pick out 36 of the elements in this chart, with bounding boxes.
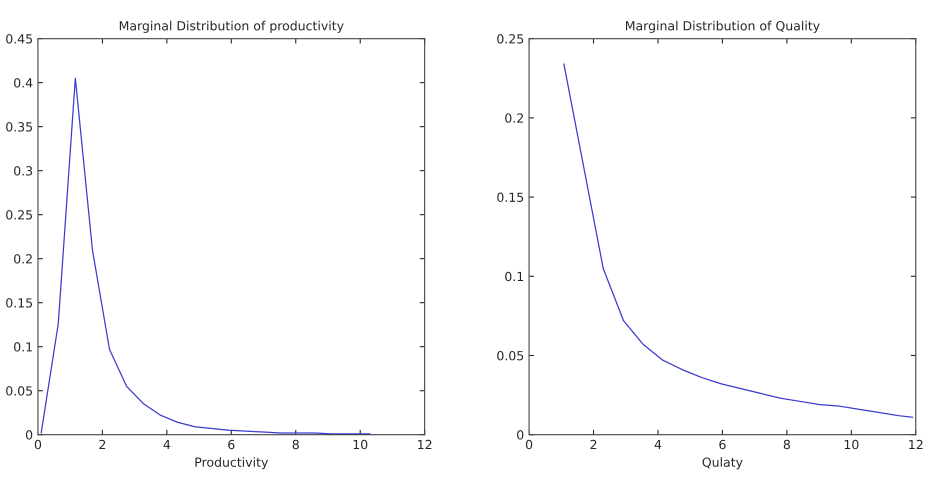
- y-tick-label: 0: [517, 430, 524, 440]
- line-series: [563, 63, 914, 418]
- x-tick-label: 12: [909, 440, 922, 450]
- y-tick-label: 0: [26, 430, 32, 440]
- x-tick-label: 0: [526, 440, 532, 450]
- x-tick-label: 10: [844, 440, 858, 450]
- chart-title: Marginal Distribution of Quality: [626, 20, 820, 33]
- y-tick-label: 0.25: [6, 210, 32, 220]
- x-axis-title: Qulaty: [702, 457, 743, 470]
- x-axis-title: Productivity: [195, 457, 268, 470]
- chart-title: Marginal Distribution of productivity: [120, 20, 344, 33]
- y-tick-label: 0.05: [6, 386, 32, 396]
- x-tick-label: 8: [292, 440, 299, 450]
- y-tick-label: 0.1: [14, 342, 32, 352]
- y-tick-label: 0.3: [14, 166, 32, 176]
- y-tick-label: 0.15: [497, 192, 524, 202]
- x-tick-label: 4: [654, 440, 662, 450]
- y-tick-label: 0.1: [505, 272, 524, 282]
- x-tick-label: 8: [784, 440, 790, 450]
- x-tick-label: 2: [590, 440, 596, 450]
- x-tick-label: 0: [34, 440, 42, 450]
- y-tick-label: 0.05: [497, 350, 524, 360]
- x-tick-label: 12: [418, 440, 432, 450]
- line-series: [40, 78, 371, 434]
- y-tick-label: 0.15: [6, 298, 32, 308]
- y-tick-label: 0.25: [497, 34, 524, 44]
- y-tick-label: 0.45: [6, 34, 32, 44]
- x-tick-label: 6: [228, 440, 235, 450]
- y-tick-label: 0.35: [6, 122, 32, 132]
- x-tick-label: 2: [99, 440, 106, 450]
- y-tick-label: 0.2: [505, 113, 523, 123]
- x-tick-label: 6: [719, 440, 726, 450]
- x-tick-label: 4: [163, 440, 170, 450]
- x-tick-label: 10: [354, 440, 368, 450]
- y-tick-label: 0.4: [14, 78, 32, 88]
- y-tick-label: 0.2: [14, 254, 32, 264]
